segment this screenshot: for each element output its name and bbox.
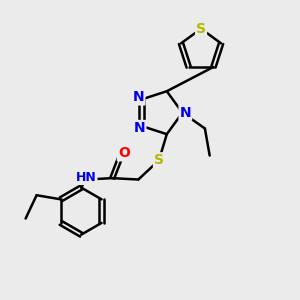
Text: O: O [118,146,130,161]
Text: N: N [133,91,144,104]
Text: S: S [154,153,164,167]
Text: S: S [196,22,206,36]
Text: N: N [179,106,191,120]
Text: N: N [134,121,146,135]
Text: HN: HN [76,171,97,184]
